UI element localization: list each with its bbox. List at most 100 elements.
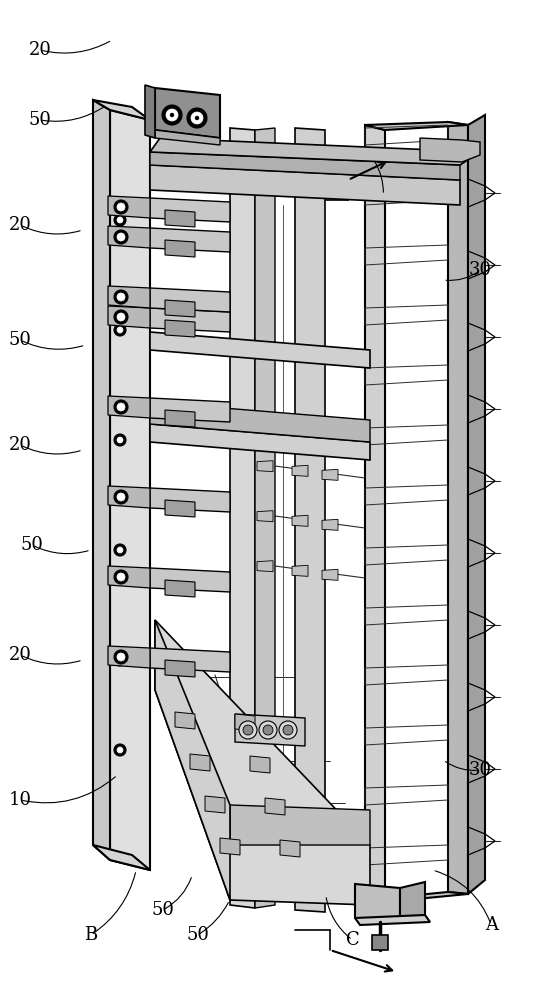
Polygon shape <box>150 568 230 592</box>
Polygon shape <box>150 488 230 512</box>
Circle shape <box>117 653 125 661</box>
Polygon shape <box>165 500 195 517</box>
Circle shape <box>114 214 126 226</box>
Circle shape <box>117 437 123 443</box>
Polygon shape <box>165 660 195 677</box>
Text: C: C <box>376 186 390 204</box>
Text: 30: 30 <box>469 261 492 279</box>
Polygon shape <box>155 130 220 145</box>
Polygon shape <box>205 796 225 813</box>
Circle shape <box>114 310 128 324</box>
Polygon shape <box>468 115 485 894</box>
Polygon shape <box>165 300 195 317</box>
Polygon shape <box>448 122 468 894</box>
Circle shape <box>117 493 125 501</box>
Polygon shape <box>220 838 240 855</box>
Circle shape <box>114 400 128 414</box>
Text: 20: 20 <box>29 41 51 59</box>
Circle shape <box>114 324 126 336</box>
Polygon shape <box>110 110 150 870</box>
Polygon shape <box>322 519 338 530</box>
Circle shape <box>114 490 128 504</box>
Polygon shape <box>108 306 150 328</box>
Text: 50: 50 <box>152 901 174 919</box>
Polygon shape <box>155 620 370 905</box>
Polygon shape <box>292 565 308 576</box>
Polygon shape <box>365 122 468 130</box>
Circle shape <box>195 116 199 120</box>
Polygon shape <box>155 88 220 138</box>
Polygon shape <box>150 308 230 332</box>
Text: B: B <box>84 926 97 944</box>
Text: 50: 50 <box>186 926 209 944</box>
Circle shape <box>114 654 126 666</box>
Polygon shape <box>108 196 150 218</box>
Polygon shape <box>108 566 150 588</box>
Polygon shape <box>355 915 430 925</box>
Polygon shape <box>420 138 480 162</box>
Polygon shape <box>150 198 230 222</box>
Polygon shape <box>365 892 468 902</box>
Circle shape <box>114 570 128 584</box>
Polygon shape <box>150 228 230 252</box>
Circle shape <box>259 721 277 739</box>
Polygon shape <box>165 410 195 427</box>
Polygon shape <box>257 511 273 522</box>
Text: C: C <box>345 931 359 949</box>
Polygon shape <box>150 424 370 460</box>
Circle shape <box>117 747 123 753</box>
Polygon shape <box>257 561 273 572</box>
Text: 20: 20 <box>9 646 32 664</box>
Circle shape <box>187 108 207 128</box>
Polygon shape <box>257 461 273 472</box>
Polygon shape <box>372 935 388 950</box>
Polygon shape <box>93 100 150 120</box>
Polygon shape <box>150 288 230 312</box>
Text: 50: 50 <box>9 331 32 349</box>
Polygon shape <box>295 128 325 912</box>
Polygon shape <box>265 798 285 815</box>
Polygon shape <box>322 469 338 480</box>
Circle shape <box>117 217 123 223</box>
Circle shape <box>117 403 125 411</box>
Circle shape <box>117 203 125 211</box>
Text: 20: 20 <box>9 216 32 234</box>
Text: 50: 50 <box>21 536 43 554</box>
Circle shape <box>283 725 293 735</box>
Polygon shape <box>230 805 370 845</box>
Circle shape <box>239 721 257 739</box>
Polygon shape <box>235 714 305 746</box>
Polygon shape <box>108 286 150 308</box>
Polygon shape <box>150 152 460 180</box>
Text: 10: 10 <box>9 791 32 809</box>
Polygon shape <box>150 165 460 205</box>
Polygon shape <box>292 515 308 526</box>
Circle shape <box>243 725 253 735</box>
Circle shape <box>117 293 125 301</box>
Polygon shape <box>280 840 300 857</box>
Circle shape <box>114 650 128 664</box>
Text: A: A <box>485 916 498 934</box>
Polygon shape <box>108 486 150 508</box>
Polygon shape <box>250 756 270 773</box>
Polygon shape <box>150 402 370 442</box>
Circle shape <box>117 657 123 663</box>
Circle shape <box>114 434 126 446</box>
Circle shape <box>114 544 126 556</box>
Circle shape <box>114 744 126 756</box>
Polygon shape <box>235 714 255 731</box>
Polygon shape <box>150 138 480 165</box>
Circle shape <box>170 113 174 117</box>
Polygon shape <box>93 100 110 860</box>
Circle shape <box>279 721 297 739</box>
Circle shape <box>114 200 128 214</box>
Polygon shape <box>322 569 338 580</box>
Polygon shape <box>255 128 275 908</box>
Circle shape <box>117 327 123 333</box>
Polygon shape <box>165 580 195 597</box>
Circle shape <box>162 105 182 125</box>
Polygon shape <box>355 884 400 922</box>
Circle shape <box>117 313 125 321</box>
Polygon shape <box>155 620 230 900</box>
Text: 30: 30 <box>469 761 492 779</box>
